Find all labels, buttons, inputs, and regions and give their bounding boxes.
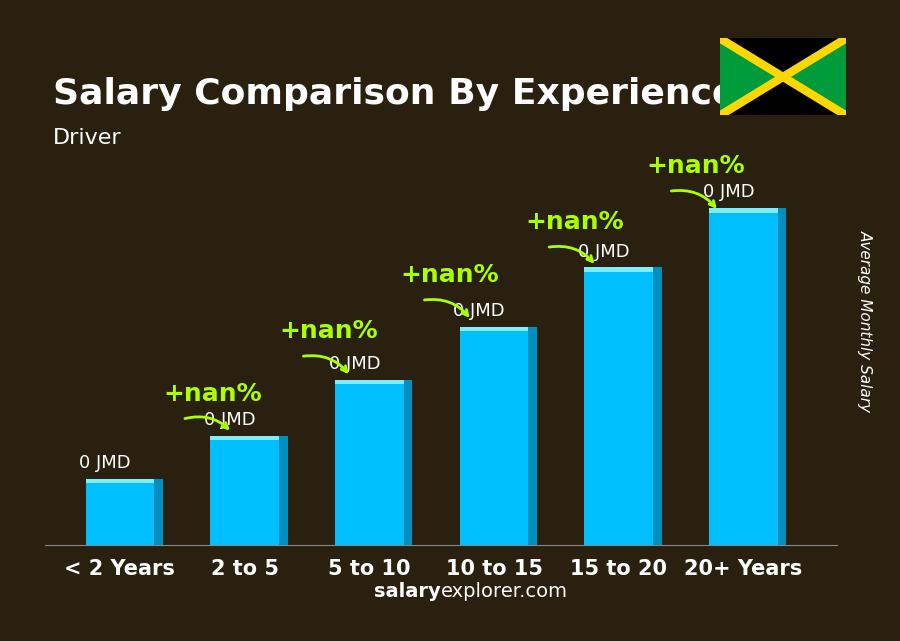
Text: explorer.com: explorer.com xyxy=(441,581,568,601)
Text: Salary Comparison By Experience: Salary Comparison By Experience xyxy=(53,77,736,111)
FancyBboxPatch shape xyxy=(653,267,662,545)
Text: Driver: Driver xyxy=(53,128,122,148)
Polygon shape xyxy=(783,38,846,115)
Polygon shape xyxy=(720,38,783,115)
Text: 0 JMD: 0 JMD xyxy=(703,183,754,201)
Bar xyxy=(335,379,403,545)
Text: +nan%: +nan% xyxy=(526,210,624,235)
Bar xyxy=(211,436,279,545)
Bar xyxy=(584,267,653,545)
Bar xyxy=(584,267,653,272)
Text: 0 JMD: 0 JMD xyxy=(578,243,630,261)
Text: Average Monthly Salary: Average Monthly Salary xyxy=(858,229,873,412)
Text: 0 JMD: 0 JMD xyxy=(328,355,381,373)
FancyBboxPatch shape xyxy=(528,327,537,545)
Bar xyxy=(460,327,528,331)
Text: 0 JMD: 0 JMD xyxy=(454,302,505,320)
Bar xyxy=(211,436,279,440)
Text: +nan%: +nan% xyxy=(164,382,262,406)
FancyBboxPatch shape xyxy=(778,208,787,545)
Text: +nan%: +nan% xyxy=(280,319,378,344)
Text: 0 JMD: 0 JMD xyxy=(204,412,256,429)
Bar xyxy=(709,208,778,213)
FancyBboxPatch shape xyxy=(154,479,163,545)
Text: +nan%: +nan% xyxy=(646,154,745,178)
FancyBboxPatch shape xyxy=(403,379,412,545)
Polygon shape xyxy=(720,77,846,115)
Bar xyxy=(460,327,528,545)
Bar xyxy=(86,479,154,545)
Text: +nan%: +nan% xyxy=(400,263,500,287)
Bar xyxy=(86,479,154,483)
Bar xyxy=(335,379,403,385)
Polygon shape xyxy=(720,38,846,77)
Bar xyxy=(709,208,778,545)
Text: 0 JMD: 0 JMD xyxy=(79,454,130,472)
FancyBboxPatch shape xyxy=(279,436,288,545)
Text: salary: salary xyxy=(374,581,441,601)
